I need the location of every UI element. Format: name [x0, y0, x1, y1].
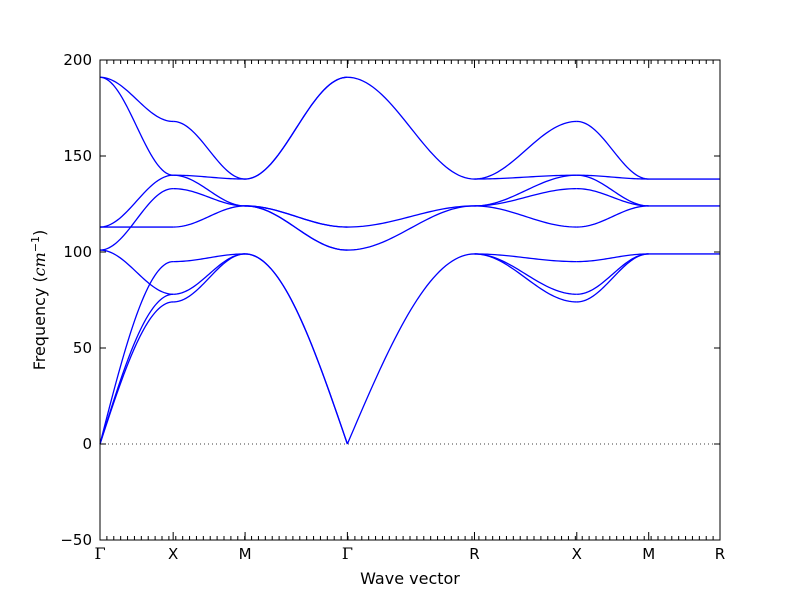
- axis-ticks: [99, 59, 721, 541]
- y-axis-unit-exponent: −1: [29, 236, 42, 252]
- band-line-seg0-2: [99, 260, 174, 445]
- band-line-seg4-5: [474, 174, 577, 207]
- band-line-seg5-1: [576, 253, 649, 295]
- x-tick-label: M: [642, 545, 655, 563]
- band-line-seg2-1: [245, 253, 348, 445]
- band-line-seg0-0: [99, 301, 174, 445]
- band-line-seg1-4: [173, 205, 246, 228]
- band-line-seg5-6: [576, 174, 649, 180]
- y-tick-label: −50: [60, 531, 92, 549]
- band-line-seg4-1: [474, 253, 577, 295]
- y-axis-label: Frequency (cm−1): [29, 230, 49, 371]
- y-tick-label: 0: [82, 435, 92, 453]
- band-line-seg3-0: [346, 253, 475, 445]
- band-line-seg3-2: [347, 205, 475, 228]
- x-tick-label: X: [168, 545, 178, 563]
- y-tick-label: 50: [73, 339, 92, 357]
- band-line-seg3-1: [347, 205, 475, 251]
- x-tick-label: X: [572, 545, 582, 563]
- band-line-seg0-1: [99, 293, 174, 445]
- x-tick-label: Γ: [94, 544, 105, 563]
- band-line-seg5-3: [576, 205, 649, 228]
- band-line-seg2-7: [245, 76, 348, 180]
- x-tick-label: M: [239, 545, 252, 563]
- x-tick-label: R: [715, 545, 725, 563]
- band-line-seg1-5: [173, 174, 246, 207]
- y-tick-label: 100: [63, 243, 92, 261]
- band-line-seg0-6: [99, 174, 174, 228]
- band-line-seg0-7: [99, 76, 174, 176]
- band-line-seg5-4: [576, 187, 649, 207]
- band-line-seg1-1: [173, 253, 246, 295]
- y-tick-label: 200: [63, 51, 92, 69]
- band-line-seg0-3: [99, 249, 174, 295]
- band-line-seg5-7: [576, 120, 649, 180]
- x-tick-label: Γ: [342, 544, 353, 563]
- band-line-seg1-7: [173, 120, 246, 180]
- band-line-seg4-2: [474, 253, 577, 263]
- band-line-seg0-4: [99, 187, 174, 251]
- x-tick-label: R: [469, 545, 479, 563]
- band-line-seg1-3: [173, 187, 246, 207]
- y-tick-label: 150: [63, 147, 92, 165]
- phonon-bands: [99, 76, 720, 445]
- band-line-seg4-6: [474, 174, 577, 180]
- band-line-seg4-3: [474, 205, 577, 228]
- band-line-seg3-3: [347, 76, 475, 180]
- band-line-seg4-7: [474, 120, 577, 180]
- x-axis-label: Wave vector: [360, 569, 460, 588]
- y-axis-label-text: Frequency: [30, 288, 49, 371]
- band-line-seg2-3: [245, 205, 348, 251]
- band-line-seg5-5: [576, 174, 649, 207]
- band-line-seg2-0: [245, 253, 348, 445]
- band-line-seg1-6: [173, 174, 246, 180]
- band-line-seg2-5: [245, 205, 348, 228]
- band-line-seg0-8: [99, 76, 174, 123]
- y-axis-unit: cm: [30, 252, 49, 276]
- band-line-seg5-2: [576, 253, 649, 263]
- band-line-seg1-2: [173, 253, 246, 263]
- band-line-seg4-4: [474, 187, 577, 207]
